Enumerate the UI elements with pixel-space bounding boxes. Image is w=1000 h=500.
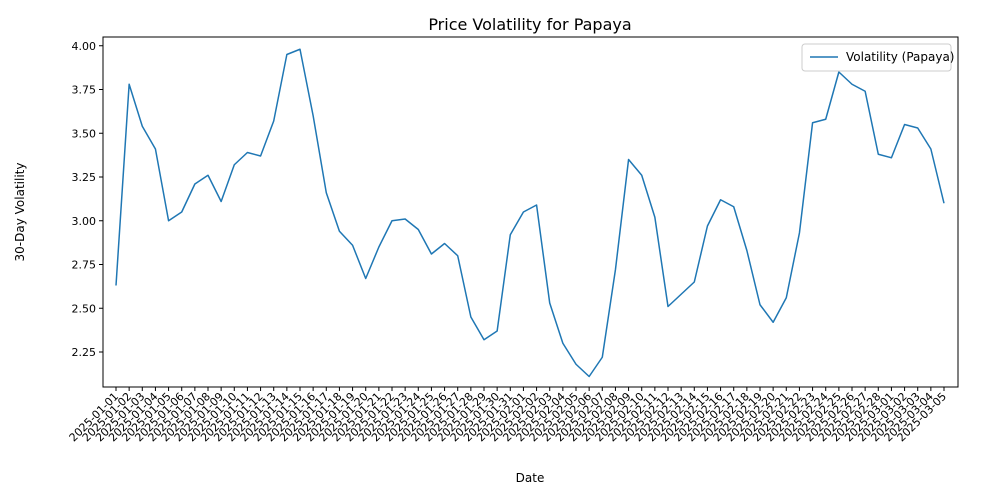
legend-box [801, 43, 952, 72]
series-line-0 [115, 48, 945, 378]
y-axis-label: 30-Day Volatility [13, 163, 27, 262]
plot-area: 2.25 2.50 2.75 3.00 3.25 3.50 3.75 4.00 2025-01… [67, 36, 959, 444]
y-tick-label: 3.25 [72, 171, 97, 184]
y-tick-label: 2.25 [72, 346, 97, 359]
legend: Volatility (Papaya) [801, 43, 954, 72]
y-axis: 2.25 2.50 2.75 3.00 3.25 3.50 3.75 4.00 [72, 40, 103, 359]
y-tick-label: 3.50 [72, 127, 97, 140]
y-tick-label: 2.75 [72, 259, 97, 272]
x-axis: 2025-01-012025-01-022025-01-032025-01-04… [67, 387, 949, 444]
y-tick-label: 2.50 [72, 302, 97, 315]
y-tick-label: 3.75 [72, 84, 97, 97]
chart-title: Price Volatility for Papaya [428, 15, 631, 34]
series-layer [115, 48, 945, 378]
legend-entry-label: Volatility (Papaya) [846, 50, 954, 64]
y-tick-label: 3.00 [72, 215, 97, 228]
x-axis-label: Date [516, 471, 545, 485]
plot-frame [102, 36, 959, 388]
y-tick-label: 4.00 [72, 40, 97, 53]
